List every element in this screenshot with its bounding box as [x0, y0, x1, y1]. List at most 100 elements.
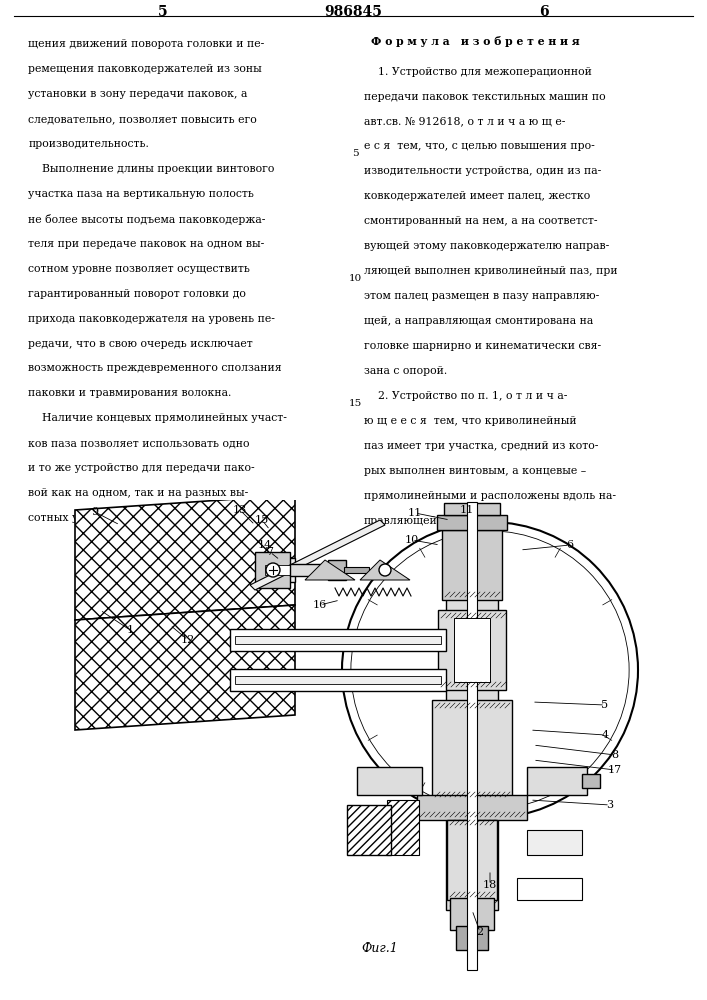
Text: 8: 8 — [612, 750, 619, 760]
Text: 15: 15 — [255, 515, 269, 525]
Bar — [444, 503, 500, 515]
Bar — [437, 515, 507, 530]
Text: щения движений поворота головки и пе-: щения движений поворота головки и пе- — [28, 39, 264, 49]
Bar — [447, 820, 497, 900]
Polygon shape — [75, 495, 295, 620]
Text: 1: 1 — [127, 625, 134, 635]
Text: 1. Устройство для межоперационной: 1. Устройство для межоперационной — [364, 67, 592, 77]
Text: е с я  тем, что, с целью повышения про-: е с я тем, что, с целью повышения про- — [364, 141, 595, 151]
Text: 9: 9 — [91, 507, 98, 517]
Text: Наличие концевых прямолинейных участ-: Наличие концевых прямолинейных участ- — [28, 413, 287, 423]
Text: 10: 10 — [405, 535, 419, 545]
Text: рых выполнен винтовым, а концевые –: рых выполнен винтовым, а концевые – — [364, 466, 586, 476]
Text: участка паза на вертикальную полость: участка паза на вертикальную полость — [28, 189, 254, 199]
Text: авт.св. № 912618, о т л и ч а ю щ е-: авт.св. № 912618, о т л и ч а ю щ е- — [364, 116, 566, 126]
Bar — [235, 636, 441, 644]
Bar — [442, 530, 502, 600]
Text: Выполнение длины проекции винтового: Выполнение длины проекции винтового — [28, 164, 274, 174]
Bar — [387, 800, 419, 855]
Text: 15: 15 — [349, 399, 361, 408]
Text: сотных уровнях.: сотных уровнях. — [28, 513, 122, 523]
Bar — [456, 926, 488, 950]
Text: 2. Устройство по п. 1, о т л и ч а-: 2. Устройство по п. 1, о т л и ч а- — [364, 391, 568, 401]
Text: передачи паковок текстильных машин по: передачи паковок текстильных машин по — [364, 92, 606, 102]
Bar — [265, 565, 300, 575]
Text: редачи, что в свою очередь исключает: редачи, что в свою очередь исключает — [28, 339, 253, 349]
Bar — [235, 676, 441, 684]
Text: возможность преждевременного сползания: возможность преждевременного сползания — [28, 363, 282, 373]
Polygon shape — [305, 560, 355, 580]
Text: установки в зону передачи паковок, а: установки в зону передачи паковок, а — [28, 89, 247, 99]
Text: прямолинейными и расположены вдоль на-: прямолинейными и расположены вдоль на- — [364, 491, 616, 501]
Bar — [328, 560, 346, 580]
Text: теля при передаче паковок на одном вы-: теля при передаче паковок на одном вы- — [28, 239, 264, 249]
Bar — [527, 767, 587, 795]
Text: производительность.: производительность. — [28, 139, 149, 149]
Text: ляющей выполнен криволинейный паз, при: ляющей выполнен криволинейный паз, при — [364, 266, 618, 276]
Text: гарантированный поворот головки до: гарантированный поворот головки до — [28, 289, 246, 299]
Bar — [270, 558, 295, 582]
Bar — [432, 700, 512, 800]
Text: и то же устройство для передачи пако-: и то же устройство для передачи пако- — [28, 463, 255, 473]
Bar — [347, 805, 391, 855]
Text: 17: 17 — [608, 765, 622, 775]
Text: головке шарнирно и кинематически свя-: головке шарнирно и кинематически свя- — [364, 341, 601, 351]
Circle shape — [342, 522, 638, 818]
Polygon shape — [250, 520, 385, 590]
Text: 5: 5 — [351, 149, 358, 158]
Text: 18: 18 — [483, 880, 497, 890]
Bar — [527, 830, 582, 855]
Text: 12: 12 — [181, 635, 195, 645]
Bar — [446, 540, 498, 910]
Text: зана с опорой.: зана с опорой. — [364, 366, 448, 376]
Text: паковки и травмирования волокна.: паковки и травмирования волокна. — [28, 388, 232, 398]
Text: Ф о р м у л а   и з о б р е т е н и я: Ф о р м у л а и з о б р е т е н и я — [371, 36, 580, 47]
Text: не более высоты подъема паковкодержа-: не более высоты подъема паковкодержа- — [28, 214, 266, 225]
Text: Фиг.1: Фиг.1 — [361, 942, 398, 954]
Bar — [230, 669, 446, 691]
Text: 11: 11 — [460, 505, 474, 515]
Bar — [255, 552, 290, 588]
Text: смонтированный на нем, а на соответст-: смонтированный на нем, а на соответст- — [364, 216, 597, 226]
Text: 5: 5 — [602, 700, 609, 710]
Text: 11: 11 — [408, 508, 422, 518]
Text: ю щ е е с я  тем, что криволинейный: ю щ е е с я тем, что криволинейный — [364, 416, 577, 426]
Text: 14: 14 — [258, 540, 272, 550]
Bar — [450, 898, 494, 930]
Text: прихода паковкодержателя на уровень пе-: прихода паковкодержателя на уровень пе- — [28, 314, 275, 324]
Text: 10: 10 — [349, 274, 361, 283]
Bar — [454, 618, 490, 682]
Polygon shape — [360, 560, 410, 580]
Text: 6: 6 — [539, 5, 549, 19]
Text: вующей этому паковкодержателю направ-: вующей этому паковкодержателю направ- — [364, 241, 609, 251]
Text: 13: 13 — [233, 505, 247, 515]
Text: 5: 5 — [158, 5, 168, 19]
Text: щей, а направляющая смонтирована на: щей, а направляющая смонтирована на — [364, 316, 593, 326]
Text: правляющей.: правляющей. — [364, 516, 441, 526]
Bar — [357, 767, 422, 795]
Text: этом палец размещен в пазу направляю-: этом палец размещен в пазу направляю- — [364, 291, 600, 301]
Text: сотном уровне позволяет осуществить: сотном уровне позволяет осуществить — [28, 264, 250, 274]
Bar — [417, 795, 527, 820]
Text: паз имеет три участка, средний из кото-: паз имеет три участка, средний из кото- — [364, 441, 599, 451]
Bar — [290, 564, 330, 576]
Text: 3: 3 — [607, 800, 614, 810]
Text: 6: 6 — [566, 540, 573, 550]
Circle shape — [266, 563, 280, 577]
Circle shape — [379, 564, 391, 576]
Text: ков паза позволяет использовать одно: ков паза позволяет использовать одно — [28, 438, 250, 448]
Text: 7: 7 — [267, 547, 274, 557]
Polygon shape — [75, 605, 295, 730]
Bar — [517, 878, 582, 900]
Text: 986845: 986845 — [325, 5, 382, 19]
Bar — [438, 610, 506, 690]
Bar — [230, 629, 446, 651]
Bar — [344, 567, 369, 573]
Text: вой как на одном, так и на разных вы-: вой как на одном, так и на разных вы- — [28, 488, 249, 498]
Text: 16: 16 — [313, 600, 327, 610]
Bar — [467, 502, 477, 970]
Text: следовательно, позволяет повысить его: следовательно, позволяет повысить его — [28, 114, 257, 124]
Text: изводительности устройства, один из па-: изводительности устройства, один из па- — [364, 166, 602, 176]
Text: ковкодержателей имеет палец, жестко: ковкодержателей имеет палец, жестко — [364, 191, 590, 201]
Text: ремещения паковкодержателей из зоны: ремещения паковкодержателей из зоны — [28, 64, 262, 74]
